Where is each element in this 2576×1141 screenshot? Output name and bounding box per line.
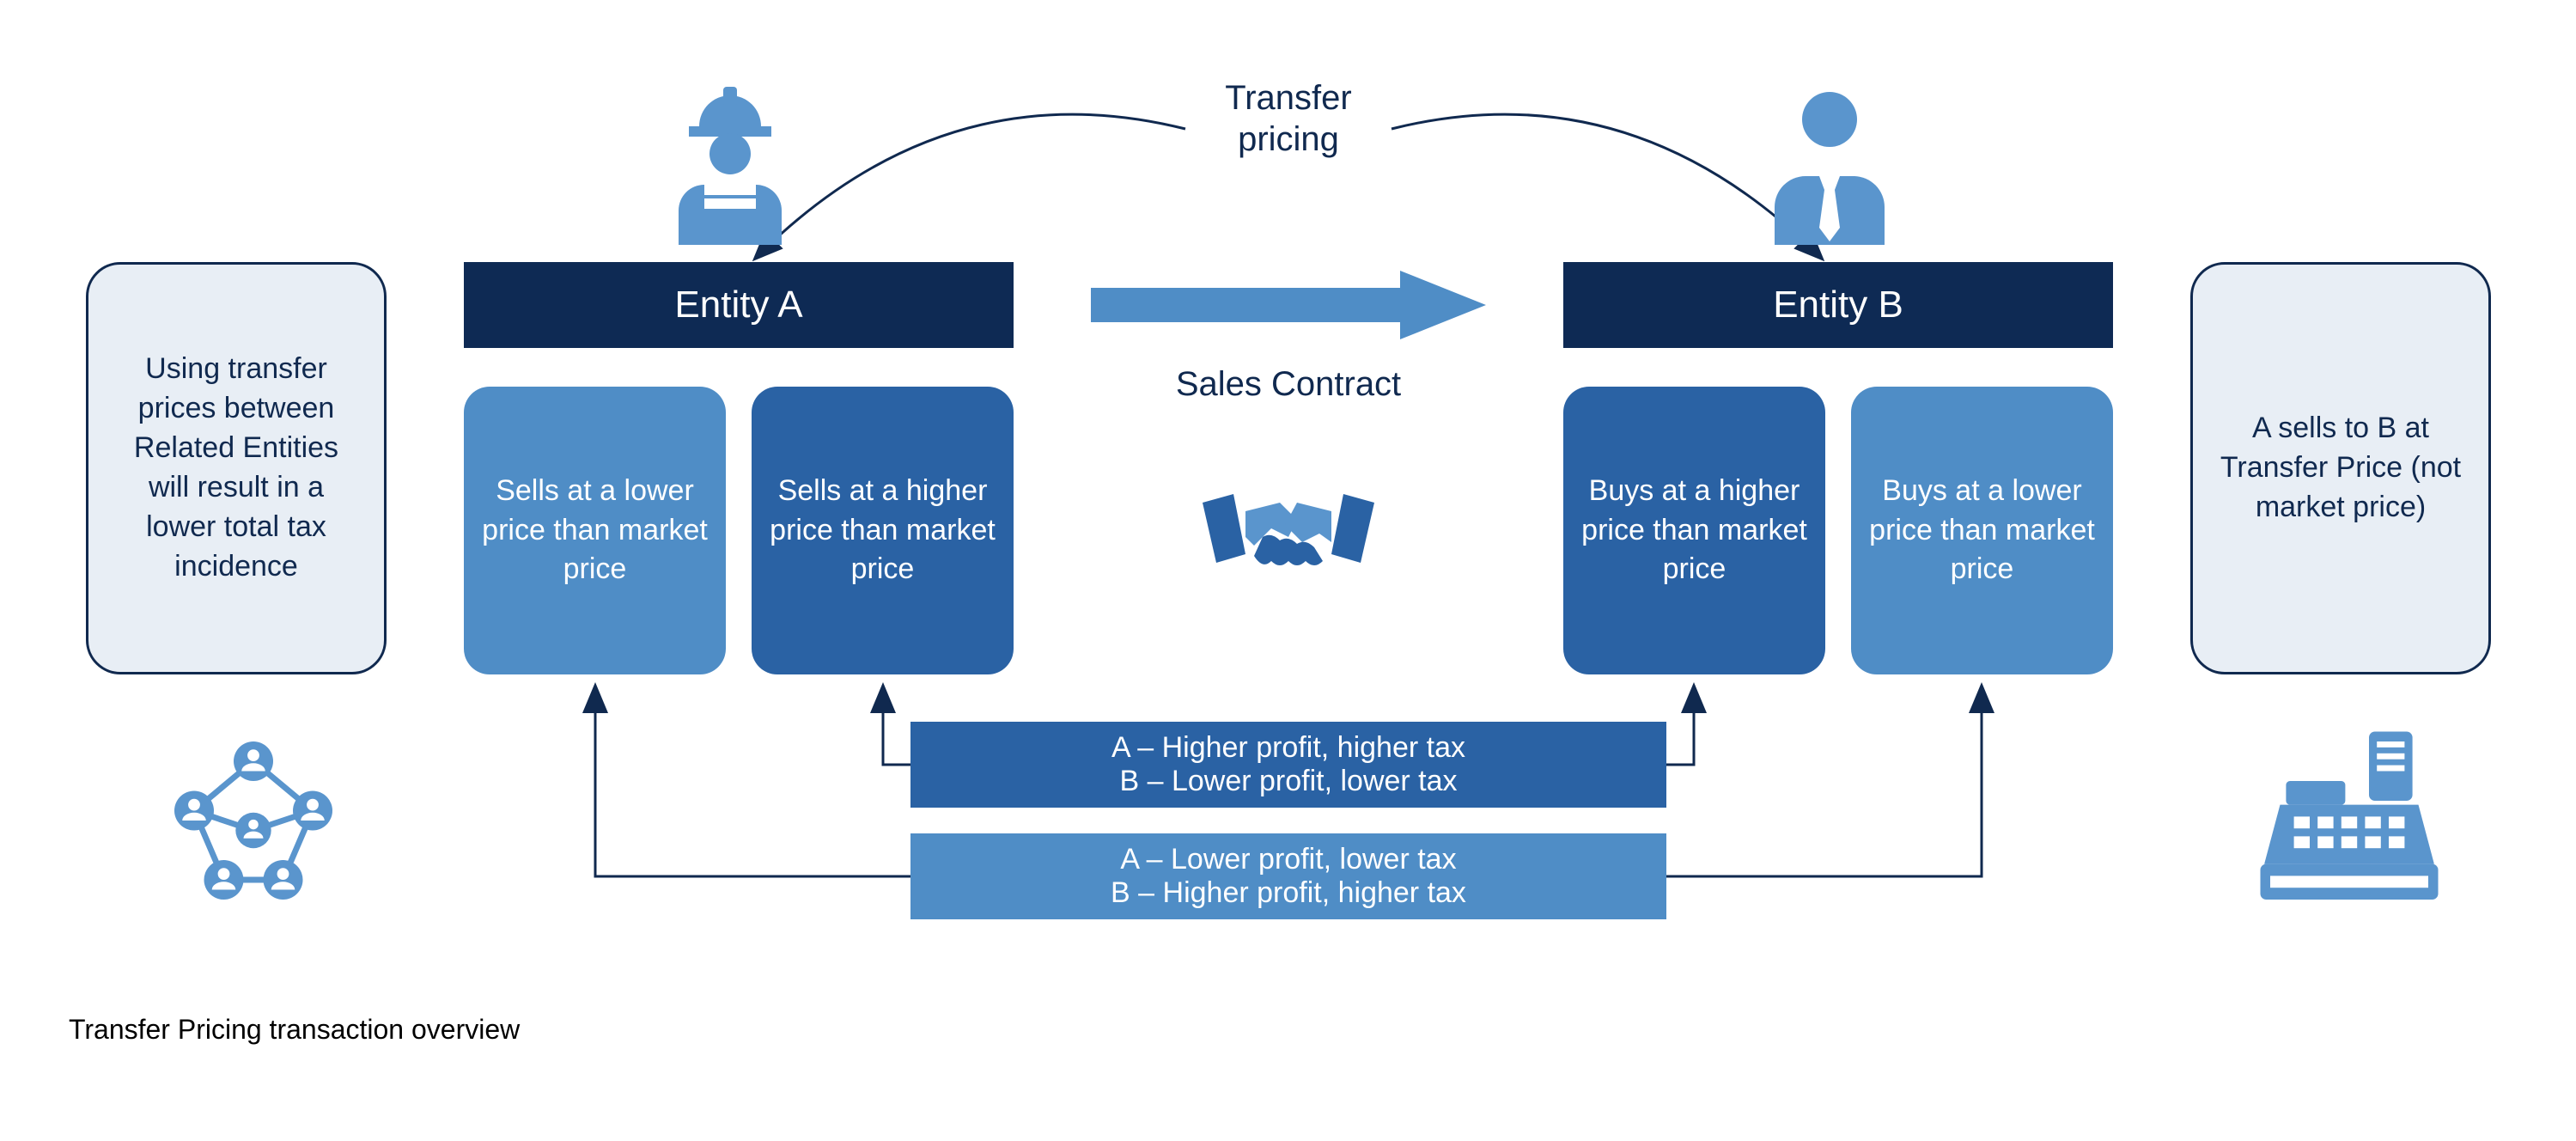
entity-a-sells-low: Sells at a lower price than market price [464, 387, 726, 674]
result-high-line1: A – Higher profit, higher tax [1111, 731, 1465, 765]
entity-b-label: Entity B [1773, 284, 1903, 326]
right-info-text: A sells to B at Transfer Price (not mark… [2219, 409, 2463, 528]
handshake-icon [1203, 468, 1374, 606]
result-low-box: A – Lower profit, lower tax B – Higher p… [910, 833, 1666, 919]
manager-icon [1735, 82, 1924, 253]
cash-register-icon [2250, 722, 2448, 919]
network-icon [155, 722, 352, 919]
worker-icon [636, 82, 825, 253]
entity-a-header: Entity A [464, 262, 1014, 348]
entity-b-buys-high: Buys at a higher price than market price [1563, 387, 1825, 674]
transfer-pricing-label: Transfer pricing [1194, 77, 1383, 160]
sales-contract-label: Sales Contract [1160, 365, 1417, 404]
result-high-box: A – Higher profit, higher tax B – Lower … [910, 722, 1666, 808]
entity-b-buys-low-text: Buys at a lower price than market price [1868, 472, 2096, 590]
result-high-line2: B – Lower profit, lower tax [1119, 765, 1457, 798]
caption-text: Transfer Pricing transaction overview [69, 1014, 520, 1046]
entity-a-sells-high: Sells at a higher price than market pric… [752, 387, 1014, 674]
left-info-box: Using transfer prices between Related En… [86, 262, 387, 674]
entity-a-sells-low-text: Sells at a lower price than market price [481, 472, 709, 590]
left-info-text: Using transfer prices between Related En… [114, 350, 358, 586]
entity-b-buys-low: Buys at a lower price than market price [1851, 387, 2113, 674]
sales-arrow-icon [1091, 271, 1486, 339]
right-info-box: A sells to B at Transfer Price (not mark… [2190, 262, 2491, 674]
result-low-line1: A – Lower profit, lower tax [1120, 843, 1456, 876]
entity-b-header: Entity B [1563, 262, 2113, 348]
diagram-root: Using transfer prices between Related En… [86, 86, 2491, 1074]
entity-b-buys-high-text: Buys at a higher price than market price [1580, 472, 1808, 590]
entity-a-label: Entity A [674, 284, 802, 326]
result-low-line2: B – Higher profit, higher tax [1111, 876, 1466, 910]
entity-a-sells-high-text: Sells at a higher price than market pric… [769, 472, 996, 590]
